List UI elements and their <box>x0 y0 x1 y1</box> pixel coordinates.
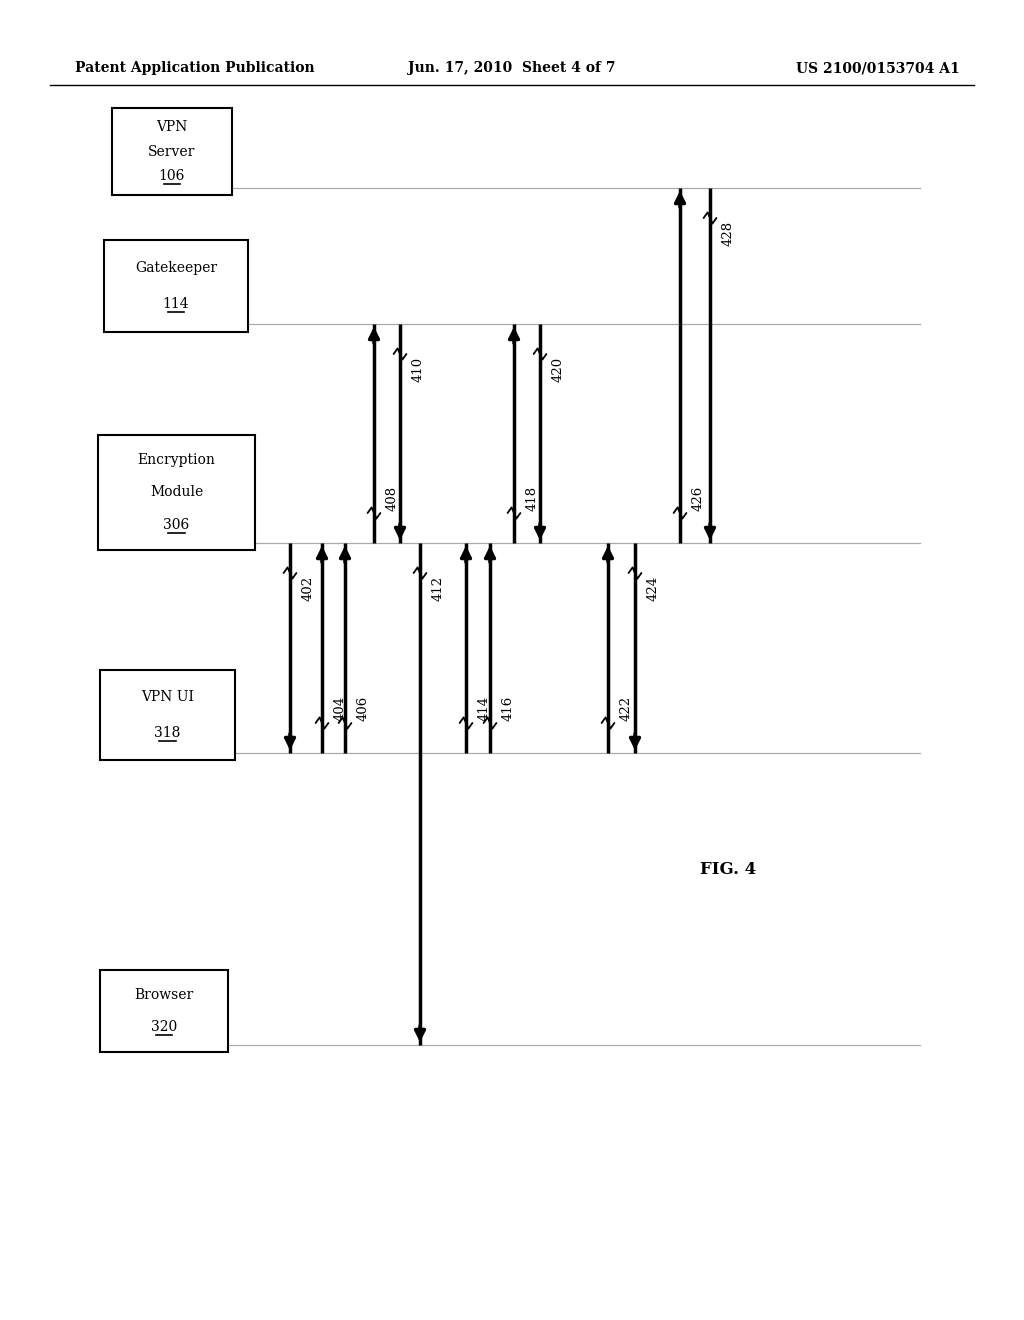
Text: 406: 406 <box>357 696 370 721</box>
Text: 306: 306 <box>164 519 189 532</box>
Text: Gatekeeper: Gatekeeper <box>135 260 217 275</box>
Text: 402: 402 <box>302 576 315 601</box>
Bar <box>104 240 248 333</box>
Bar <box>100 671 234 760</box>
Text: US 2100/0153704 A1: US 2100/0153704 A1 <box>797 61 961 75</box>
Text: 424: 424 <box>647 576 660 601</box>
Text: Patent Application Publication: Patent Application Publication <box>75 61 314 75</box>
Bar <box>100 970 228 1052</box>
Text: 426: 426 <box>692 486 705 511</box>
Text: Encryption: Encryption <box>137 453 215 467</box>
Bar <box>112 108 232 195</box>
Text: 408: 408 <box>386 486 399 511</box>
Text: 410: 410 <box>412 356 425 381</box>
Text: VPN: VPN <box>157 120 187 133</box>
Text: 418: 418 <box>526 486 539 511</box>
Text: FIG. 4: FIG. 4 <box>700 862 757 879</box>
Text: 114: 114 <box>163 297 189 312</box>
Text: Jun. 17, 2010  Sheet 4 of 7: Jun. 17, 2010 Sheet 4 of 7 <box>409 61 615 75</box>
Text: Module: Module <box>150 486 203 499</box>
Text: 106: 106 <box>159 169 185 183</box>
Bar <box>98 436 255 550</box>
Text: 420: 420 <box>552 356 565 381</box>
Text: 318: 318 <box>155 726 180 741</box>
Text: 428: 428 <box>722 220 735 246</box>
Text: 416: 416 <box>502 696 515 721</box>
Text: 412: 412 <box>432 576 445 601</box>
Text: 422: 422 <box>620 696 633 721</box>
Text: 414: 414 <box>478 696 490 721</box>
Text: VPN UI: VPN UI <box>141 690 194 704</box>
Text: 320: 320 <box>151 1020 177 1035</box>
Text: Server: Server <box>148 144 196 158</box>
Text: Browser: Browser <box>134 987 194 1002</box>
Text: 404: 404 <box>334 696 347 721</box>
